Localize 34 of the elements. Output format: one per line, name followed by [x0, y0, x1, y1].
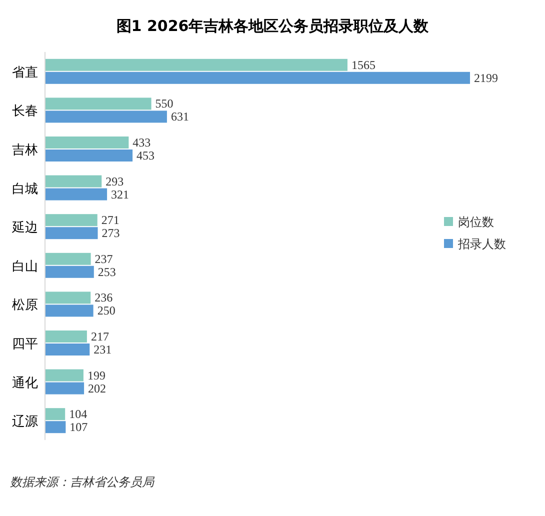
data-label: 550: [155, 96, 174, 111]
category: 白城: [12, 182, 38, 197]
data-label: 217: [90, 330, 109, 344]
category: 吉林: [12, 143, 38, 158]
data-label: 433: [132, 136, 151, 150]
data-label: 202: [88, 381, 106, 396]
data-label: 273: [102, 226, 120, 240]
annotation: 数据来源：吉林省公务员局: [10, 475, 154, 489]
legend: 岗位数: [458, 215, 494, 229]
category: 通化: [12, 376, 38, 391]
data-label: 321: [111, 187, 130, 202]
category: 四平: [12, 337, 38, 352]
data-label: 199: [87, 368, 106, 382]
data-label: 631: [170, 110, 189, 124]
data-label: 237: [94, 252, 113, 266]
category: 松原: [12, 298, 38, 314]
data-label: 1565: [351, 58, 376, 72]
title: 图1 2026年吉林各地区公务员招录职位及人数: [116, 17, 429, 35]
data-label: 293: [106, 174, 124, 188]
data-label: 253: [98, 264, 116, 279]
data-label: 453: [136, 148, 155, 162]
category: 白山: [12, 259, 38, 274]
data-label: 104: [69, 407, 88, 422]
data-label: 271: [101, 213, 120, 228]
category: 长春: [12, 104, 38, 120]
data-label: 107: [70, 420, 88, 434]
data-label: 250: [97, 304, 116, 318]
category: 省直: [12, 65, 38, 80]
data-label: 2199: [474, 70, 498, 85]
legend: 招录人数: [458, 237, 506, 251]
data-label: 231: [94, 342, 112, 356]
category: 辽源: [12, 414, 38, 430]
category: 延边: [12, 220, 38, 236]
data-label: 236: [94, 290, 113, 305]
